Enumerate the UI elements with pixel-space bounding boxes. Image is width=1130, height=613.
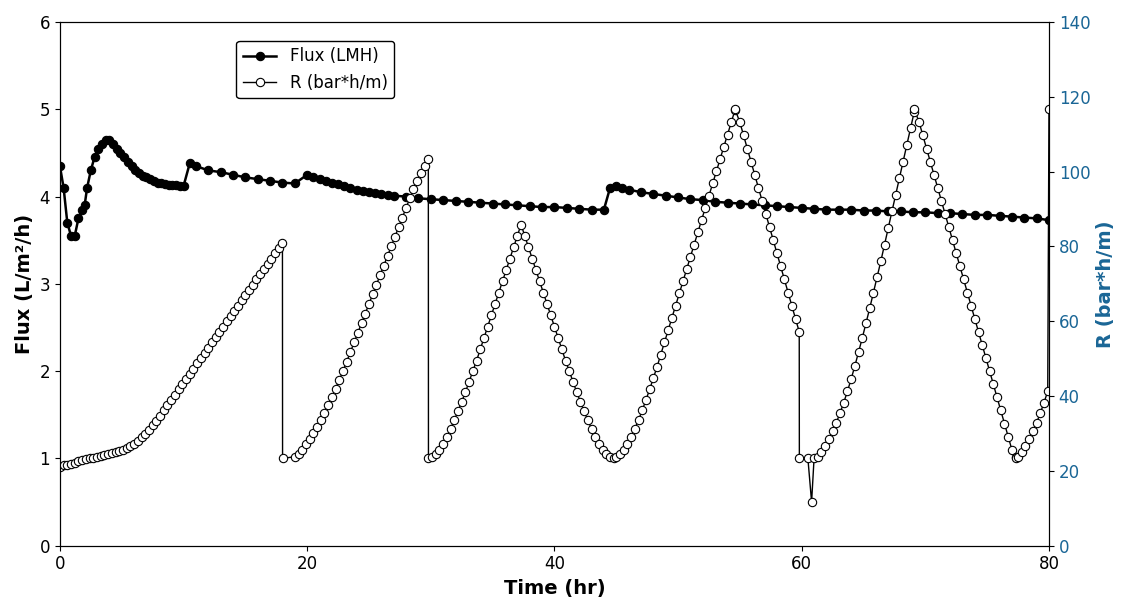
R (bar*h/m) bbox=[805, 498, 818, 506]
R (bar*h/m) bbox=[698, 204, 712, 211]
R (bar*h/m) bbox=[968, 315, 982, 322]
Flux (LMH) bbox=[1042, 216, 1055, 224]
Y-axis label: R (bar*h/m): R (bar*h/m) bbox=[1096, 220, 1115, 348]
Y-axis label: Flux (L/m²/h): Flux (L/m²/h) bbox=[15, 214, 34, 354]
Line: R (bar*h/m): R (bar*h/m) bbox=[55, 105, 1053, 506]
Flux (LMH) bbox=[894, 208, 907, 215]
Flux (LMH) bbox=[536, 204, 549, 211]
Flux (LMH) bbox=[226, 171, 240, 178]
R (bar*h/m) bbox=[763, 224, 776, 231]
Flux (LMH) bbox=[114, 149, 128, 156]
X-axis label: Time (hr): Time (hr) bbox=[504, 579, 606, 598]
Flux (LMH) bbox=[155, 180, 168, 187]
Line: Flux (LMH): Flux (LMH) bbox=[55, 135, 1053, 240]
R (bar*h/m) bbox=[1042, 105, 1055, 113]
Flux (LMH) bbox=[53, 162, 67, 170]
Legend: Flux (LMH), R (bar*h/m): Flux (LMH), R (bar*h/m) bbox=[236, 41, 394, 99]
R (bar*h/m) bbox=[729, 105, 742, 113]
R (bar*h/m) bbox=[392, 224, 406, 231]
Flux (LMH) bbox=[301, 171, 314, 178]
Flux (LMH) bbox=[98, 136, 112, 143]
R (bar*h/m) bbox=[975, 341, 989, 349]
R (bar*h/m) bbox=[53, 463, 67, 471]
R (bar*h/m) bbox=[733, 119, 747, 126]
Flux (LMH) bbox=[64, 232, 78, 240]
